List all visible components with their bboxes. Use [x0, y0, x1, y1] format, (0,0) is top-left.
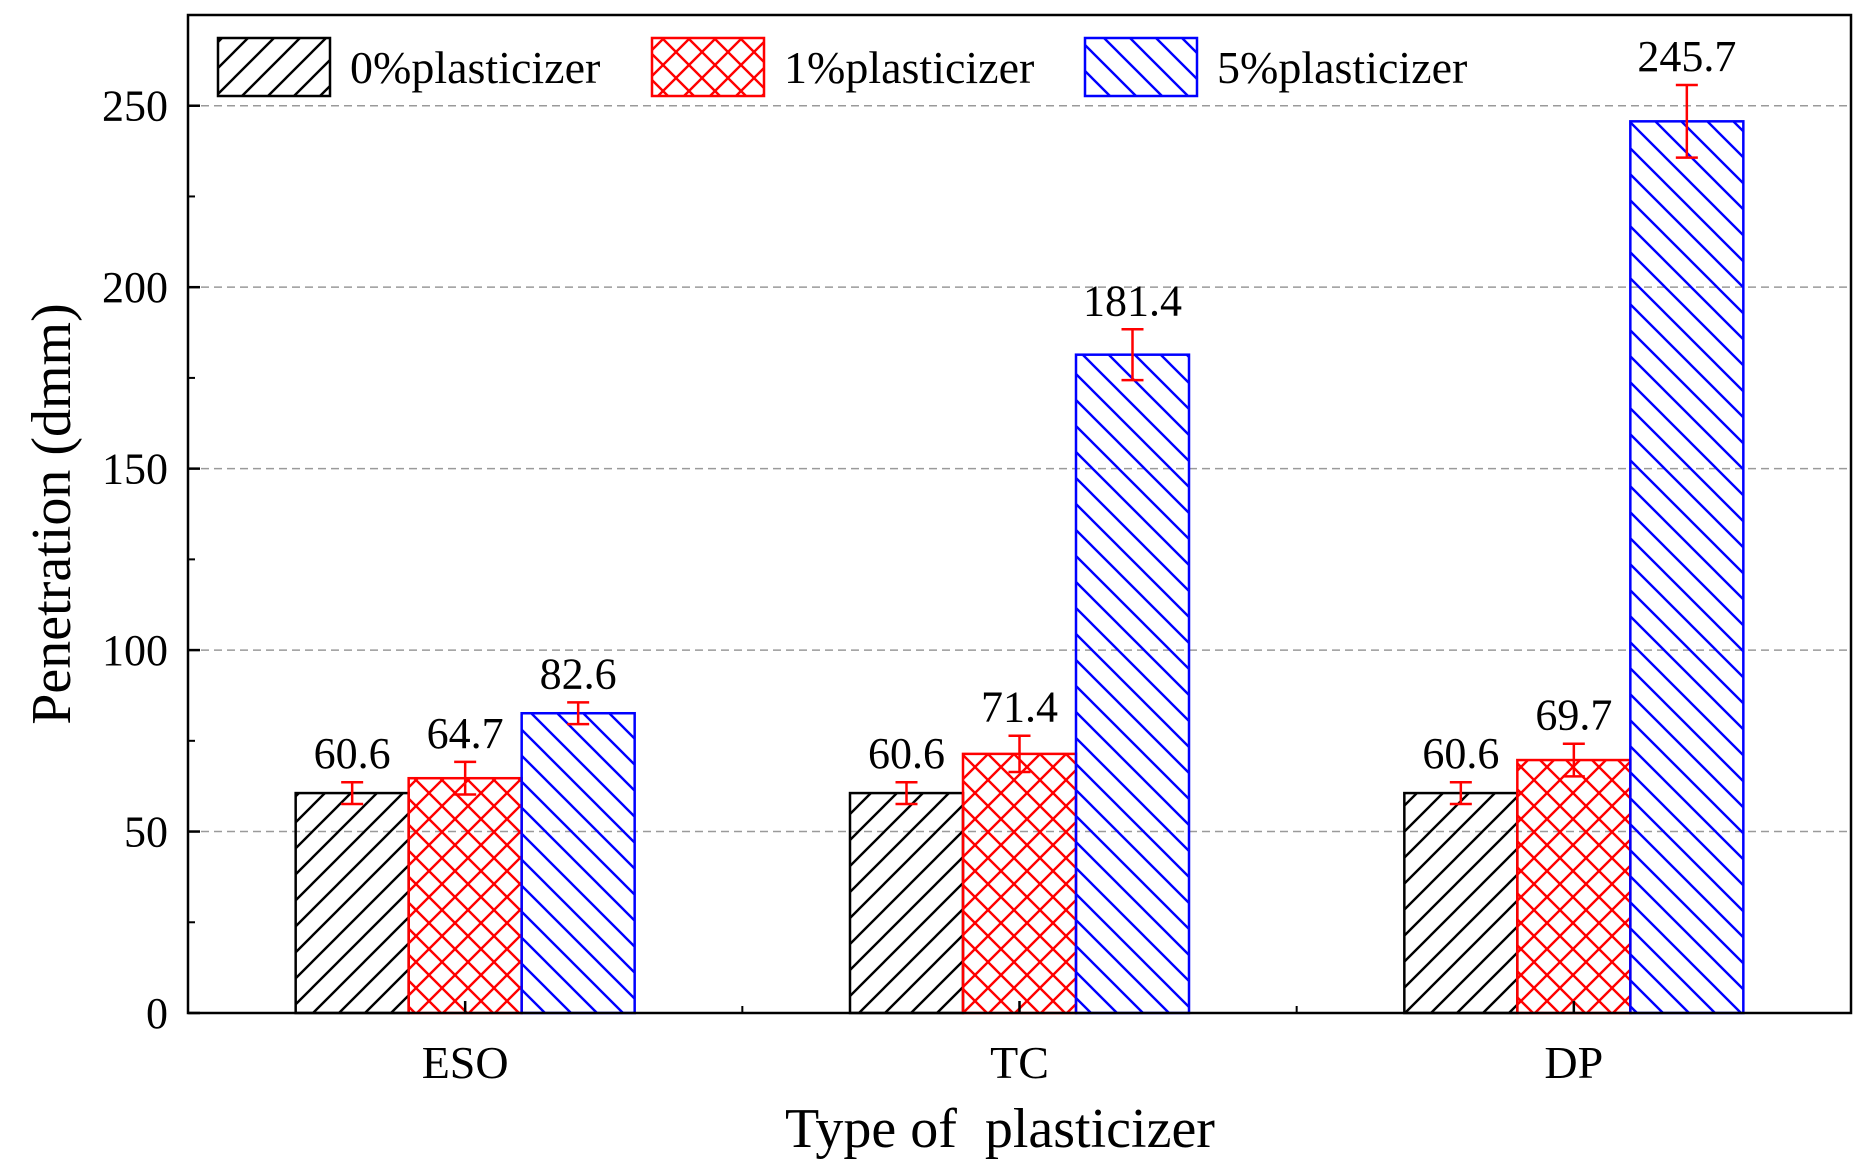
legend: 0%plasticizer 1%plasticizer 5%plasticizer	[216, 36, 1467, 98]
bar-5%plasticizer-ESO	[520, 711, 636, 1015]
data-label: 64.7	[427, 709, 504, 758]
value-labels: 60.6 64.7 82.6 60.6 71.4 181.4 60.6 69.7 245.7	[314, 32, 1737, 778]
legend-label: 1%plasticizer	[784, 42, 1034, 93]
y-tick-label: 250	[102, 82, 168, 131]
y-axis-title: Penetration (dmm)	[21, 303, 83, 724]
legend-label: 0%plasticizer	[350, 42, 600, 93]
bar-0%plasticizer-DP	[1403, 791, 1519, 1015]
error-bars	[341, 83, 1698, 806]
legend-swatch-0	[216, 36, 332, 98]
x-tick-label: DP	[1544, 1037, 1603, 1088]
x-axis-title: Type of plasticizer	[785, 1098, 1215, 1160]
x-tick-label: TC	[990, 1037, 1049, 1088]
data-label: 82.6	[540, 649, 617, 698]
data-label: 69.7	[1535, 691, 1612, 740]
bar-5%plasticizer-TC	[1074, 353, 1191, 1015]
legend-swatch-1	[650, 36, 766, 98]
data-label: 60.6	[868, 729, 945, 778]
y-tick-label: 150	[102, 445, 168, 494]
axes: 0 50 100 150 200 250 ESO TC DP	[102, 82, 1603, 1088]
y-tick-label: 200	[102, 263, 168, 312]
bar-1%plasticizer-DP	[1516, 758, 1632, 1015]
data-label: 245.7	[1637, 32, 1736, 81]
bar-0%plasticizer-TC	[848, 791, 965, 1015]
y-tick-label: 50	[124, 808, 168, 857]
data-label: 71.4	[981, 683, 1058, 732]
data-label: 60.6	[314, 729, 391, 778]
y-tick-label: 100	[102, 626, 168, 675]
bar-1%plasticizer-TC	[961, 752, 1078, 1015]
data-label: 181.4	[1083, 276, 1182, 325]
bar-0%plasticizer-ESO	[294, 791, 410, 1015]
y-tick-label: 0	[146, 989, 168, 1038]
data-label: 60.6	[1422, 729, 1499, 778]
legend-swatch-2	[1083, 36, 1199, 98]
bars	[294, 120, 1745, 1015]
bar-5%plasticizer-DP	[1629, 120, 1745, 1015]
legend-label: 5%plasticizer	[1217, 42, 1467, 93]
bar-1%plasticizer-ESO	[407, 776, 523, 1015]
x-tick-label: ESO	[422, 1037, 509, 1088]
